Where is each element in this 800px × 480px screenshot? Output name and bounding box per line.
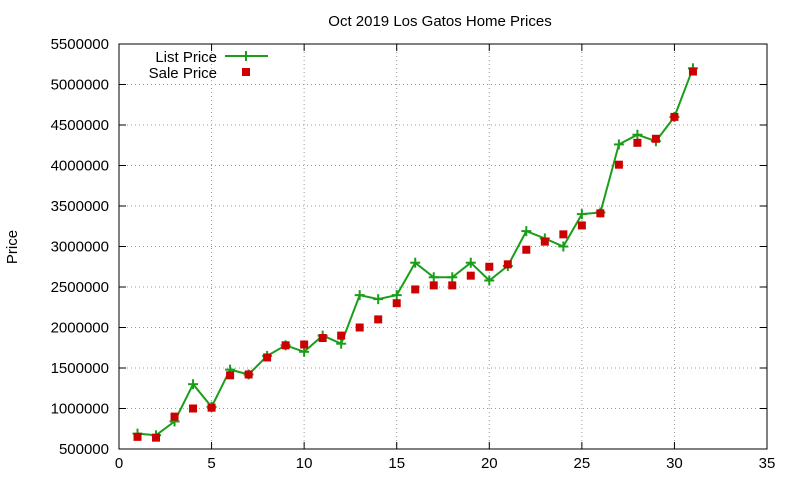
sale-price-point [651, 134, 660, 143]
sale-price-point [374, 315, 383, 324]
sale-price-point [189, 404, 198, 413]
list-price-point [410, 257, 421, 268]
sale-price-point [670, 112, 679, 121]
x-tick-label: 20 [481, 455, 498, 472]
list-price-point [465, 257, 476, 268]
sale-price-point [392, 299, 401, 308]
legend: List Price Sale Price [149, 49, 268, 82]
list-price-point [373, 294, 384, 305]
series [132, 63, 698, 442]
sale-price-point [503, 260, 512, 269]
legend-markers [225, 51, 268, 76]
y-tick-label: 3000000 [51, 239, 109, 256]
list-price-point [521, 226, 532, 237]
y-tick-label: 1000000 [51, 401, 109, 418]
sale-price-point [559, 230, 568, 239]
y-tick-label: 4000000 [51, 158, 109, 175]
sale-price-point [337, 331, 346, 340]
y-tick-label: 1500000 [51, 360, 109, 377]
sale-price-point [133, 432, 142, 441]
x-tick-label: 10 [296, 455, 313, 472]
list-price-point [428, 272, 439, 283]
list-price-point [613, 139, 624, 150]
y-tick-label: 500000 [59, 441, 109, 458]
x-tick-label: 30 [666, 455, 683, 472]
sale-price-point [688, 67, 697, 76]
sale-price-point [522, 245, 531, 254]
y-tick-label: 2500000 [51, 279, 109, 296]
x-tick-label: 15 [388, 455, 405, 472]
sale-price-point [485, 262, 494, 271]
sale-price-point [448, 281, 457, 290]
sale-price-point [411, 285, 420, 294]
list-price-point [484, 275, 495, 286]
sale-price-point [152, 433, 161, 442]
y-tick-label: 4500000 [51, 117, 109, 134]
grid [119, 44, 767, 449]
sale-price-point [207, 403, 216, 412]
sale-price-point [318, 334, 327, 343]
x-tick-label: 25 [574, 455, 591, 472]
sale-price-point [263, 353, 272, 362]
sale-price-point [355, 323, 364, 332]
x-tick-label: 0 [115, 455, 123, 472]
list-price-point [188, 379, 199, 390]
sale-price-point [633, 138, 642, 147]
list-price-point [354, 290, 365, 301]
sale-price-point [466, 271, 475, 280]
y-tick-label: 5000000 [51, 77, 109, 94]
list-price-point [632, 129, 643, 140]
y-axis-label: Price [4, 230, 21, 264]
axis-ticks: 0 5 10 15 20 25 30 35 500000 1000000 1500000 200000… [51, 36, 776, 472]
sale-price-point [281, 341, 290, 350]
sale-price-point [596, 209, 605, 218]
list-price-point [447, 272, 458, 283]
list-price-point [336, 338, 347, 349]
legend-sample-square-sale-price [242, 68, 250, 76]
y-tick-label: 2000000 [51, 320, 109, 337]
list-price-point [576, 209, 587, 220]
sale-price-point [244, 370, 253, 379]
sale-price-point [577, 221, 586, 230]
sale-price-point [614, 160, 623, 169]
list-price-point [558, 241, 569, 252]
sale-price-point [170, 412, 179, 421]
list-price-point [391, 290, 402, 301]
x-tick-label: 35 [759, 455, 776, 472]
chart-title: Oct 2019 Los Gatos Home Prices [328, 13, 551, 30]
legend-label-sale-price: Sale Price [149, 65, 217, 82]
legend-label-list-price: List Price [155, 49, 217, 66]
sale-price-point [226, 371, 235, 380]
y-tick-label: 3500000 [51, 198, 109, 215]
sale-price-point [540, 237, 549, 246]
legend-sample-cross-list-price [241, 51, 251, 61]
sale-price-point [300, 340, 309, 349]
y-tick-label: 5500000 [51, 36, 109, 53]
sale-price-point [429, 281, 438, 290]
x-tick-label: 5 [207, 455, 215, 472]
